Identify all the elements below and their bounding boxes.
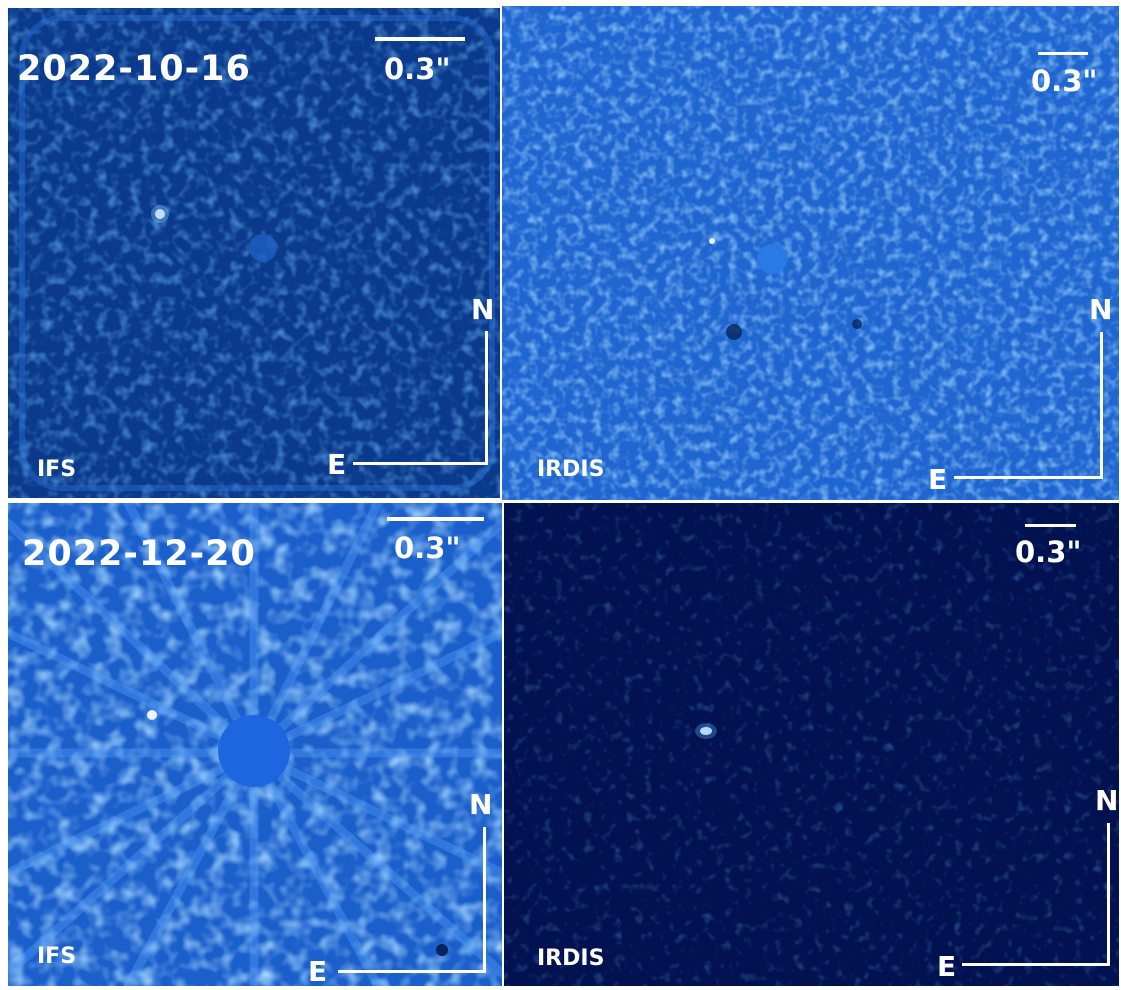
compass-east: E [928, 463, 948, 496]
irdis-image-2022-12-20 [504, 503, 1119, 986]
compass-north: N [471, 293, 495, 326]
compass-east: E [937, 950, 957, 983]
compass-east: E [327, 448, 347, 481]
irdis-image-2022-10-16 [502, 6, 1119, 500]
panel-irdis-2022-10-16: 0.3" N E IRDIS [502, 6, 1119, 500]
panel-ifs-2022-12-20: 2022-12-20 0.3" N E IFS [8, 503, 502, 986]
compass-north: N [1095, 784, 1119, 817]
compass-east-arrow [954, 476, 1103, 479]
ifs-image-2022-10-16 [8, 8, 500, 498]
ifs-image-2022-12-20 [8, 503, 502, 986]
scale-label: 0.3" [394, 531, 461, 565]
compass-north: N [469, 788, 493, 821]
compass-north-arrow [485, 331, 488, 465]
compass-north-arrow [1107, 823, 1110, 965]
compass-east-arrow [962, 963, 1110, 966]
compass-east-arrow [353, 462, 488, 465]
instrument-label: IFS [37, 944, 77, 969]
observation-date: 2022-10-16 [17, 49, 251, 89]
observation-date: 2022-12-20 [22, 534, 256, 574]
compass-east: E [308, 955, 328, 986]
panel-irdis-2022-12-20: 0.3" N E IRDIS [504, 503, 1119, 986]
instrument-label: IRDIS [537, 457, 605, 482]
compass-north-arrow [1100, 332, 1103, 477]
panel-ifs-2022-10-16: 2022-10-16 0.3" N E IFS [8, 8, 500, 498]
scale-bar [1038, 52, 1088, 55]
scale-bar [1025, 524, 1076, 527]
scale-bar [387, 517, 484, 521]
instrument-label: IFS [37, 457, 77, 482]
scale-label: 0.3" [384, 52, 451, 86]
scale-bar [375, 37, 465, 41]
compass-north-arrow [483, 827, 486, 973]
scale-label: 0.3" [1015, 535, 1082, 569]
scale-label: 0.3" [1031, 64, 1098, 98]
instrument-label: IRDIS [537, 946, 605, 971]
compass-north: N [1089, 293, 1113, 326]
compass-east-arrow [338, 970, 486, 973]
